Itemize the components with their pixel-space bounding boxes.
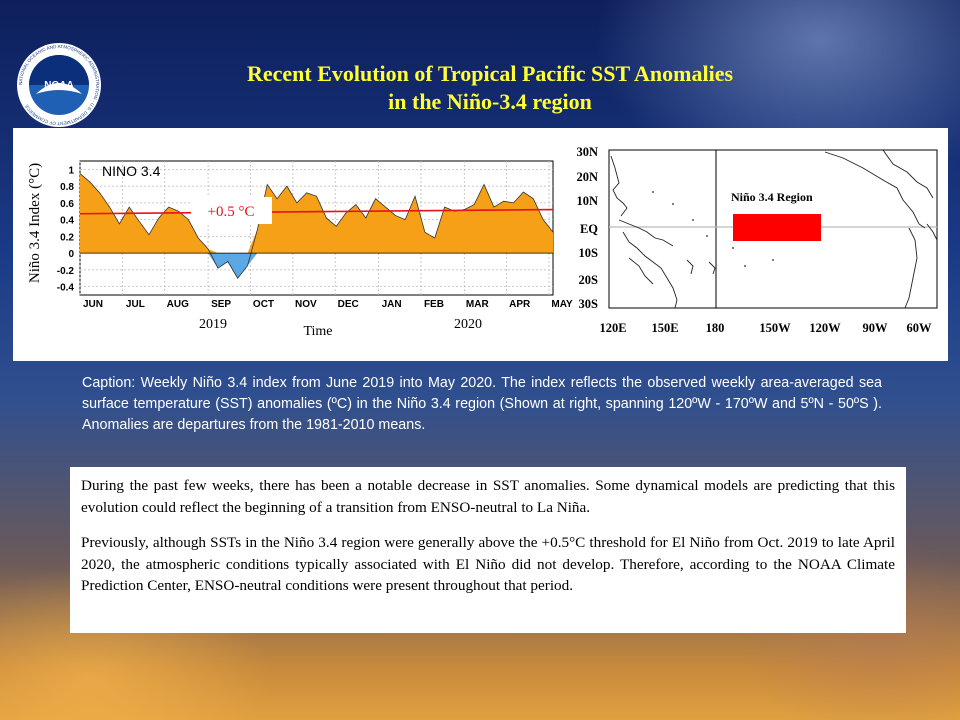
chart-title: NINO 3.4 — [102, 163, 161, 179]
longitude-label: 120E — [599, 321, 626, 335]
month-label: OCT — [253, 299, 274, 310]
latitude-label: 30S — [579, 297, 599, 311]
island — [692, 219, 694, 221]
slide-title: Recent Evolution of Tropical Pacific SST… — [130, 60, 850, 116]
month-label: JUL — [126, 299, 145, 310]
island — [706, 235, 708, 237]
month-label: APR — [509, 299, 531, 310]
coastline — [904, 227, 918, 309]
year-label-2020: 2020 — [454, 317, 482, 332]
island — [732, 247, 734, 249]
y-tick-label: 0 — [68, 249, 74, 260]
positive-anomaly-area — [80, 173, 553, 254]
longitude-label: 150E — [651, 321, 678, 335]
svg-text:NOAA: NOAA — [44, 80, 73, 91]
coastline — [610, 155, 628, 217]
coastline — [708, 261, 716, 275]
figure-svg: 1 0.8 0.6 0.4 0.2 0 -0.2 -0.4 +0.5 °C NINO 3.4 JUN… — [27, 145, 938, 339]
month-label: NOV — [295, 299, 317, 310]
figure-caption: Caption: Weekly Niño 3.4 index from June… — [82, 375, 882, 433]
longitude-label: 180 — [706, 321, 725, 335]
month-label: MAY — [551, 299, 573, 310]
month-label: SEP — [211, 299, 231, 310]
title-line-2: in the Niño-3.4 region — [388, 89, 592, 114]
title-line-1: Recent Evolution of Tropical Pacific SST… — [246, 61, 734, 86]
y-tick-label: 1 — [68, 165, 74, 176]
year-label-2019: 2019 — [199, 317, 227, 332]
discussion-paragraph-1: During the past few weeks, there has bee… — [81, 477, 895, 516]
nino34-region-box — [733, 214, 821, 241]
y-tick-label: -0.2 — [57, 266, 75, 277]
y-axis-label: Niño 3.4 Index (°C) — [27, 163, 43, 283]
island — [672, 203, 674, 205]
longitude-label: 150W — [759, 321, 791, 335]
month-label: MAR — [466, 299, 490, 310]
coastline — [622, 231, 678, 309]
discussion-paragraph-2: Previously, although SSTs in the Niño 3.… — [81, 534, 895, 594]
longitude-label: 90W — [863, 321, 889, 335]
month-label: AUG — [167, 299, 189, 310]
latitude-label: EQ — [580, 222, 598, 236]
latitude-label: 20S — [579, 273, 599, 287]
latitude-label: 20N — [576, 170, 598, 184]
month-label: FEB — [424, 299, 444, 310]
latitude-label: 30N — [576, 145, 598, 159]
y-tick-label: 0.4 — [60, 216, 74, 227]
coastline — [882, 149, 934, 199]
threshold-label: +0.5 °C — [208, 204, 255, 220]
x-axis-label: Time — [303, 324, 332, 339]
y-tick-label: 0.6 — [60, 199, 74, 210]
discussion-textbox: During the past few weeks, there has bee… — [70, 467, 906, 633]
longitude-label: 120W — [809, 321, 841, 335]
coastline — [618, 219, 674, 247]
coastline — [926, 223, 938, 241]
month-label: DEC — [338, 299, 359, 310]
island — [652, 191, 654, 193]
month-label: JAN — [382, 299, 402, 310]
anomaly-series-line — [79, 173, 554, 279]
latitude-label: 10N — [576, 194, 598, 208]
threshold-label-box — [191, 197, 272, 224]
longitude-label: 60W — [907, 321, 933, 335]
month-label: JUN — [83, 299, 103, 310]
island — [744, 265, 746, 267]
latitude-label: 10S — [579, 246, 599, 260]
coastline — [628, 257, 654, 285]
y-tick-label: 0.8 — [60, 182, 74, 193]
y-tick-label: 0.2 — [60, 232, 74, 243]
noaa-logo: NOAA NATIONAL OCEANIC AND ATMOSPHERIC AD… — [17, 43, 101, 127]
figure-panel: 1 0.8 0.6 0.4 0.2 0 -0.2 -0.4 +0.5 °C NINO 3.4 JUN… — [13, 128, 948, 361]
coastline — [824, 151, 926, 229]
nino34-timeseries-chart: 1 0.8 0.6 0.4 0.2 0 -0.2 -0.4 +0.5 °C NINO 3.4 JUN… — [27, 160, 573, 339]
region-label: Niño 3.4 Region — [731, 190, 813, 204]
coastline — [686, 259, 694, 275]
island — [772, 259, 774, 261]
threshold-line — [79, 208, 554, 215]
y-tick-label: -0.4 — [57, 283, 75, 294]
